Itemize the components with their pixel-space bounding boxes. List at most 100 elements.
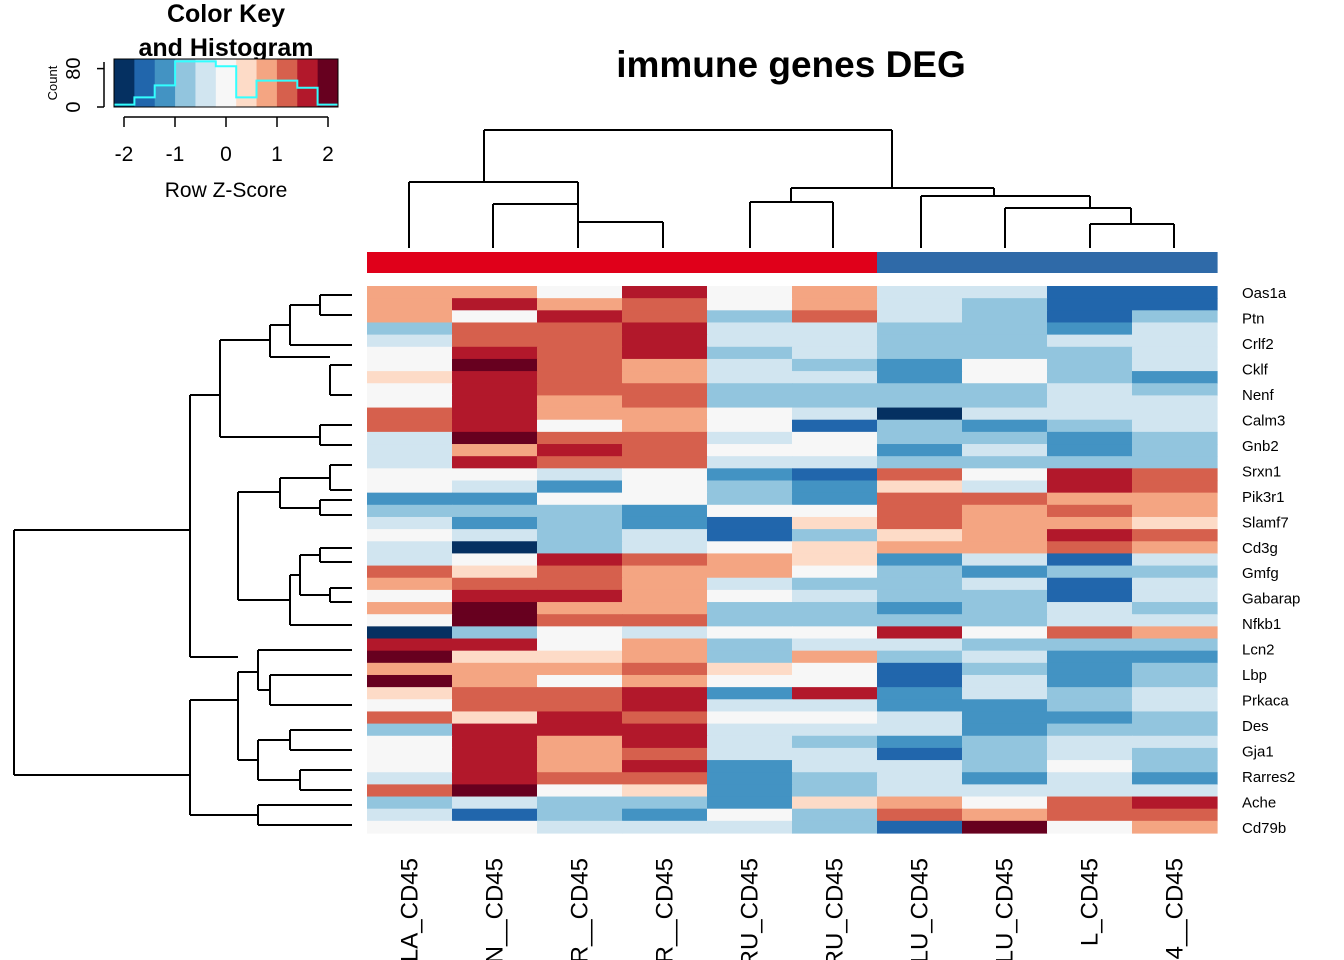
heatmap-cell <box>1047 419 1133 433</box>
heatmap-cell <box>367 589 453 603</box>
heatmap-cell <box>537 358 623 372</box>
heatmap-cell <box>1132 626 1218 640</box>
heatmap-cell <box>1047 480 1133 494</box>
heatmap-cell <box>792 322 878 336</box>
heatmap-cell <box>537 419 623 433</box>
heatmap-cell <box>707 808 793 822</box>
column-label: R__CD45 <box>652 858 679 960</box>
heatmap-cell <box>792 602 878 615</box>
heatmap-cell <box>1047 577 1133 591</box>
heatmap-cell <box>452 565 538 579</box>
heatmap-cell <box>962 796 1048 810</box>
heatmap-cell <box>537 760 623 773</box>
heatmap-cell <box>1047 772 1133 785</box>
heatmap-cell <box>537 504 623 518</box>
row-label: Gabarap <box>1242 591 1300 608</box>
heatmap-cell <box>367 796 453 810</box>
row-label: Slamf7 <box>1242 514 1289 531</box>
heatmap-cell <box>1047 444 1133 457</box>
heatmap-cell <box>367 723 453 737</box>
heatmap-cell <box>962 358 1048 372</box>
heatmap-cell <box>1132 383 1218 396</box>
heatmap-cell <box>537 638 623 652</box>
heatmap-cell <box>537 577 623 591</box>
heatmap-cell <box>877 699 963 713</box>
heatmap-cell <box>962 638 1048 652</box>
heatmap-cell <box>877 808 963 822</box>
heatmap-cell <box>367 322 453 336</box>
column-side-color <box>367 252 453 273</box>
column-label: N__CD45 <box>482 858 509 960</box>
heatmap-cell <box>707 419 793 433</box>
heatmap-cell <box>1047 723 1133 737</box>
color-key-frame <box>113 58 339 108</box>
heatmap-cell <box>367 529 453 542</box>
heatmap-cell <box>622 334 708 348</box>
heatmap-cell <box>1132 541 1218 555</box>
row-label: Prkaca <box>1242 693 1289 710</box>
heatmap-cell <box>877 760 963 773</box>
heatmap-cell <box>452 456 538 469</box>
heatmap-cell <box>452 735 538 749</box>
heatmap-cell <box>367 711 453 725</box>
heatmap-cell <box>1132 516 1218 530</box>
heatmap-cell <box>452 346 538 360</box>
heatmap-cell <box>1132 772 1218 785</box>
heatmap-cell <box>537 431 623 445</box>
heatmap-cell <box>877 358 963 372</box>
row-label: Cklf <box>1242 361 1269 378</box>
heatmap-cell <box>962 614 1048 627</box>
col-dendro-left <box>408 181 664 248</box>
row-label: Pik3r1 <box>1242 489 1285 506</box>
heatmap-cell <box>962 723 1048 737</box>
heatmap-cell <box>537 322 623 336</box>
heatmap-cell <box>367 614 453 627</box>
heatmap-cell <box>962 334 1048 348</box>
heatmap-cell <box>537 310 623 324</box>
heatmap-cell <box>707 468 793 482</box>
heatmap-cell <box>1047 395 1133 409</box>
heatmap-cell <box>452 687 538 700</box>
color-key-x-tick-label: 1 <box>271 143 283 166</box>
heatmap-cell <box>792 395 878 409</box>
heatmap-cell <box>452 699 538 713</box>
heatmap-cell <box>1132 747 1218 761</box>
heatmap-cell <box>537 735 623 749</box>
heatmap-cell <box>367 419 453 433</box>
heatmap-cell <box>1047 735 1133 749</box>
heatmap-cell <box>367 456 453 469</box>
heatmap-cell <box>707 322 793 336</box>
col-dendro-root <box>483 129 893 188</box>
heatmap-cell <box>962 322 1048 336</box>
heatmap-cell <box>792 541 878 555</box>
heatmap-cell <box>962 480 1048 494</box>
heatmap-cell <box>622 650 708 664</box>
heatmap-cell <box>877 383 963 396</box>
heatmap-cell <box>707 687 793 700</box>
heatmap-cell <box>1047 504 1133 518</box>
heatmap-cell <box>452 541 538 555</box>
row-label: Lbp <box>1242 667 1267 684</box>
row-dendro-upper <box>189 394 238 658</box>
heatmap-cell <box>1132 358 1218 372</box>
heatmap-cell <box>962 431 1048 445</box>
heatmap-cell <box>707 723 793 737</box>
heatmap-cell <box>367 650 453 664</box>
heatmap-cell <box>622 541 708 555</box>
heatmap-cell <box>452 419 538 433</box>
heatmap-cell <box>792 419 878 433</box>
color-key-x-tick-label: -2 <box>115 143 134 166</box>
heatmap-cell <box>537 395 623 409</box>
column-side-color <box>792 252 878 273</box>
heatmap-cell <box>452 796 538 810</box>
heatmap-cell <box>1132 565 1218 579</box>
heatmap-cell <box>1047 492 1133 506</box>
heatmap-cell <box>962 346 1048 360</box>
heatmap-cell <box>537 662 623 676</box>
heatmap-cell <box>452 334 538 348</box>
heatmap-cell <box>877 322 963 336</box>
heatmap-cell <box>537 286 623 299</box>
heatmap-cell <box>452 772 538 785</box>
heatmap-cell <box>962 492 1048 506</box>
heatmap-cell <box>1047 371 1133 384</box>
